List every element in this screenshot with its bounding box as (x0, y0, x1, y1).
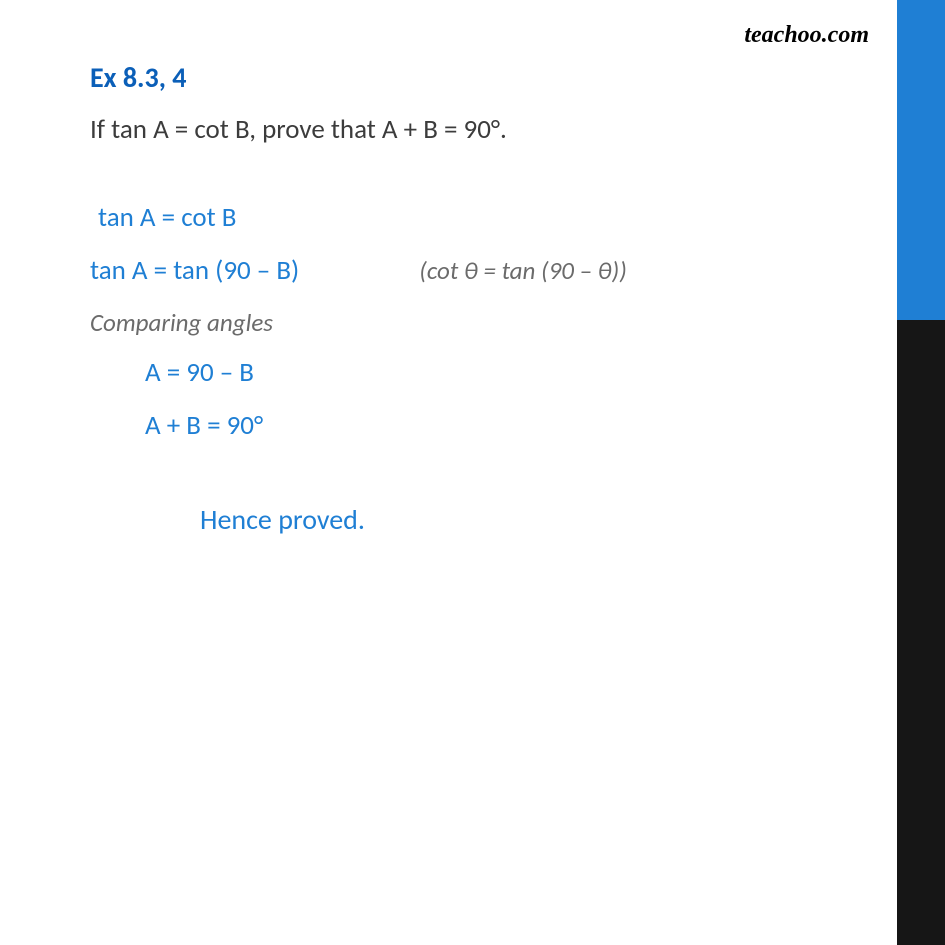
problem-statement: If tan A = cot B, prove that A + B = 90°… (90, 113, 827, 146)
brand-watermark: teachoo.com (744, 22, 869, 49)
proof-step-2: tan A = tan (90 – B) (90, 254, 299, 287)
document-content: teachoo.com Ex 8.3, 4 If tan A = cot B, … (0, 0, 897, 945)
identity-note: (cot θ = tan (90 – θ)) (419, 255, 627, 286)
comparing-note: Comparing angles (90, 307, 827, 338)
side-accent-stripe (897, 0, 945, 945)
proof-step-4: A + B = 90° (90, 409, 827, 442)
exercise-number: Ex 8.3, 4 (90, 60, 827, 95)
stripe-black-segment (897, 320, 945, 945)
stripe-blue-segment (897, 0, 945, 320)
proof-step-1: tan A = cot B (90, 201, 827, 234)
conclusion: Hence proved. (90, 502, 827, 537)
proof-step-3: A = 90 – B (90, 356, 827, 389)
proof-step-2-row: tan A = tan (90 – B) (cot θ = tan (90 – … (90, 254, 827, 287)
